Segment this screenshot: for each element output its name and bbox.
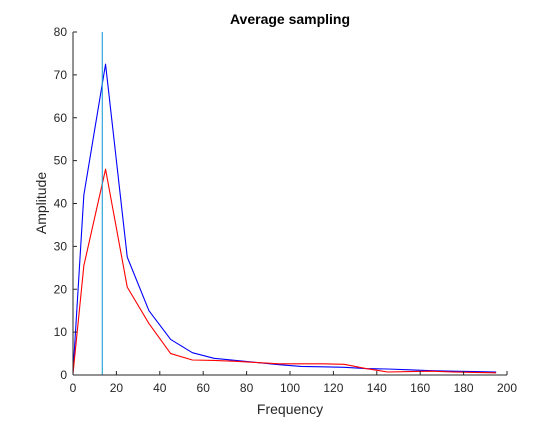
y-tick-label: 70 (54, 68, 68, 82)
x-axis-label: Frequency (257, 401, 323, 417)
y-tick-label: 30 (54, 239, 68, 253)
x-tick-label: 80 (240, 381, 254, 395)
x-tick-label: 100 (280, 381, 300, 395)
chart-title: Average sampling (230, 11, 350, 27)
x-tick-label: 200 (497, 381, 517, 395)
x-tick-label: 160 (410, 381, 430, 395)
x-tick-label: 40 (153, 381, 167, 395)
x-tick-label: 60 (197, 381, 211, 395)
x-tick-label: 140 (367, 381, 387, 395)
y-tick-label: 80 (54, 25, 68, 39)
plot-area (73, 32, 507, 375)
x-tick-label: 0 (70, 381, 77, 395)
y-axis-label: Amplitude (33, 172, 49, 234)
x-tick-label: 180 (454, 381, 474, 395)
y-tick-label: 50 (54, 154, 68, 168)
x-tick-label: 120 (323, 381, 343, 395)
x-tick-label: 20 (110, 381, 124, 395)
y-tick-label: 40 (54, 197, 68, 211)
y-tick-label: 0 (60, 368, 67, 382)
y-tick-label: 10 (54, 325, 68, 339)
y-tick-label: 60 (54, 111, 68, 125)
y-tick-label: 20 (54, 282, 68, 296)
